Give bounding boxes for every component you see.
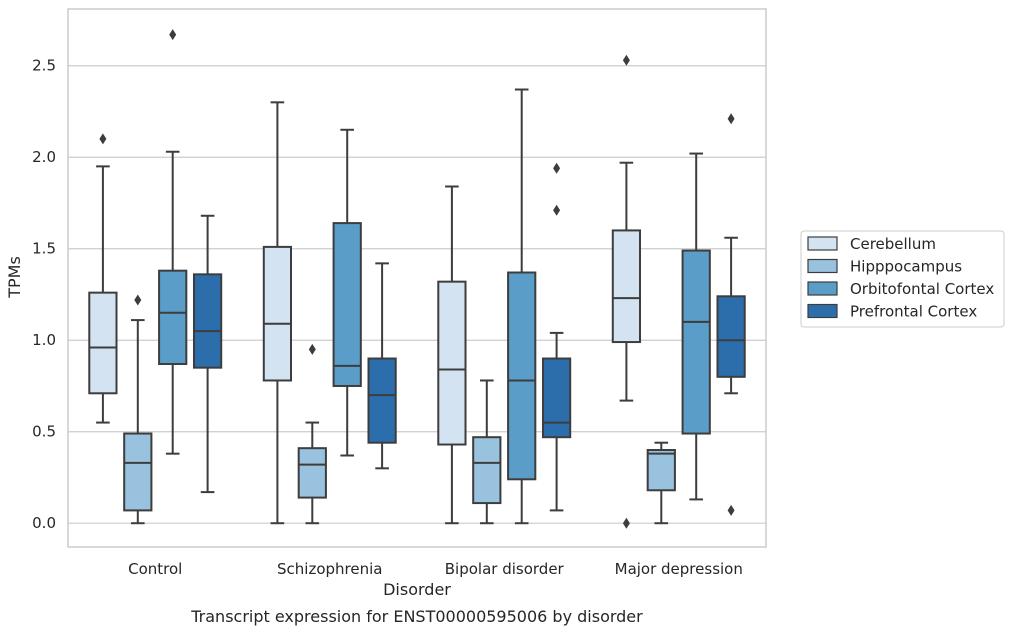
box-3-2: [681, 152, 711, 501]
x-tick-label: Schizophrenia: [277, 560, 382, 578]
box-body: [297, 447, 327, 499]
x-axis-label: Disorder: [383, 580, 451, 599]
box-body: [646, 449, 676, 492]
outlier-point: [134, 294, 142, 306]
outlier-point: [99, 133, 107, 145]
box-body: [437, 280, 467, 446]
legend-item: Hipppocampus: [807, 258, 962, 276]
y-axis-label: TPMs: [5, 256, 24, 299]
x-tick-label: Major depression: [615, 560, 743, 578]
box-body: [472, 436, 502, 505]
box-body: [541, 357, 572, 439]
box-body: [262, 245, 293, 382]
box-body: [123, 432, 153, 512]
box-2-3: [541, 162, 572, 512]
box-body: [611, 229, 642, 344]
legend-item: Prefrontal Cortex: [807, 303, 977, 321]
x-tick-label: Control: [128, 560, 182, 578]
outlier-point: [553, 204, 561, 216]
box-body: [192, 273, 223, 369]
legend-swatch: [807, 236, 838, 251]
outlier-point: [727, 504, 735, 516]
outlier-point: [622, 517, 630, 529]
box-0-3: [192, 214, 223, 494]
box-2-0: [437, 185, 467, 525]
box-1-0: [262, 101, 293, 525]
box-3-1: [646, 441, 676, 525]
legend-swatch: [807, 303, 838, 319]
y-tick-label: 1.0: [32, 331, 56, 349]
legend-frame: [800, 230, 1005, 328]
outlier-point: [308, 343, 316, 355]
legend-label: Orbitofontal Cortex: [850, 280, 994, 298]
figure-caption: Transcript expression for ENST0000059500…: [190, 607, 643, 626]
box-1-2: [332, 128, 362, 457]
legend-label: Hipppocampus: [850, 258, 962, 276]
legend-item: Cerebellum: [807, 235, 936, 253]
x-tick-label: Bipolar disorder: [445, 560, 565, 578]
box-1-3: [367, 262, 397, 470]
y-tick-label: 0.5: [32, 423, 56, 441]
box-0-1: [123, 294, 153, 525]
legend: Cerebellum Hipppocampus Orbitofontal Corte…: [800, 230, 1005, 328]
legend-swatch: [807, 258, 838, 274]
y-tick-label: 0.0: [32, 514, 56, 532]
legend-label: Prefrontal Cortex: [850, 303, 977, 321]
legend-label: Cerebellum: [850, 235, 936, 253]
outlier-point: [727, 113, 735, 125]
legend-swatch: [807, 281, 838, 296]
box-3-0: [611, 54, 642, 529]
box-0-2: [158, 29, 188, 455]
outlier-point: [553, 162, 561, 174]
box-1-1: [297, 343, 327, 525]
box-body: [681, 249, 711, 435]
y-axis-ticks: 0.0 0.5 1.0 1.5 2.0 2.5: [32, 57, 56, 532]
outlier-point: [622, 54, 630, 66]
box-3-3: [716, 113, 746, 516]
legend-item: Orbitofontal Cortex: [807, 280, 994, 298]
outlier-point: [169, 29, 177, 41]
y-tick-label: 1.5: [32, 240, 56, 258]
box-body: [332, 222, 362, 387]
box-2-2: [507, 88, 537, 525]
box-body: [158, 269, 188, 366]
box-body: [507, 271, 537, 481]
box-body: [88, 291, 118, 395]
box-body: [716, 295, 746, 378]
x-axis-ticks: Control Schizophrenia Bipolar disorder Majo…: [128, 560, 743, 578]
plot-frame: [67, 8, 767, 548]
y-tick-label: 2.0: [32, 148, 56, 166]
boxes-group: [88, 29, 746, 529]
box-body: [367, 357, 397, 444]
box-2-1: [472, 379, 502, 525]
y-tick-label: 2.5: [32, 57, 56, 75]
box-0-0: [88, 133, 118, 424]
